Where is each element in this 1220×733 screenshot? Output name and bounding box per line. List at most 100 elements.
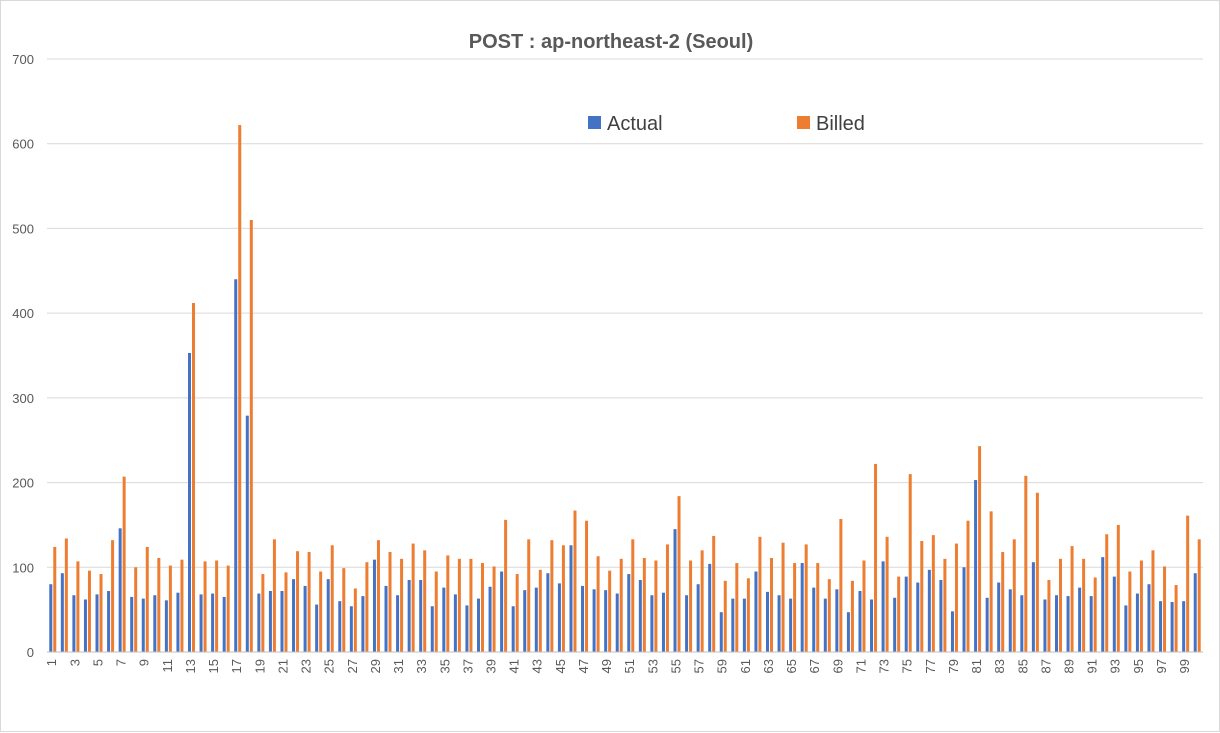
bar-actual-57 [696, 584, 700, 652]
bar-billed-84 [1012, 539, 1016, 652]
bar-actual-17 [234, 279, 238, 652]
bar-billed-28 [365, 562, 369, 652]
bar-billed-30 [388, 552, 392, 652]
bar-actual-24 [315, 604, 319, 652]
bar-billed-76 [920, 541, 924, 652]
bar-billed-6 [111, 540, 115, 652]
legend-item-actual: Actual [588, 113, 663, 135]
bar-actual-81 [974, 480, 978, 652]
bar-billed-55 [677, 496, 681, 652]
bar-actual-67 [812, 587, 816, 652]
bar-actual-91 [1089, 596, 1093, 652]
x-tick-label: 11 [160, 659, 175, 673]
bar-actual-55 [673, 529, 677, 652]
bar-billed-81 [978, 446, 982, 652]
bar-actual-53 [650, 595, 654, 652]
x-tick-label: 85 [1015, 659, 1030, 673]
bar-actual-18 [245, 415, 249, 652]
bar-actual-95 [1135, 593, 1139, 652]
x-tick-label: 79 [946, 659, 961, 673]
bar-billed-86 [1035, 492, 1039, 652]
bar-actual-27 [349, 606, 353, 652]
bar-billed-83 [1001, 552, 1005, 652]
bar-actual-88 [1055, 595, 1058, 652]
bar-actual-33 [419, 579, 423, 652]
x-tick-label: 95 [1131, 659, 1146, 673]
bar-billed-87 [1047, 579, 1051, 652]
bar-actual-11 [164, 600, 168, 652]
bar-actual-70 [846, 612, 850, 652]
bar-actual-97 [1159, 601, 1163, 652]
x-tick-label: 35 [437, 659, 452, 673]
bar-billed-91 [1093, 577, 1097, 652]
bar-billed-71 [862, 560, 866, 652]
bar-actual-19 [257, 593, 261, 652]
bar-actual-83 [997, 582, 1001, 652]
bar-actual-60 [731, 598, 735, 652]
x-tick-label: 97 [1154, 659, 1169, 673]
x-tick-label: 7 [114, 659, 129, 666]
bar-billed-22 [296, 551, 300, 652]
bar-billed-51 [631, 539, 635, 652]
bar-actual-36 [453, 594, 457, 652]
bar-actual-82 [985, 597, 989, 652]
bar-billed-27 [353, 588, 357, 652]
x-tick-label: 15 [206, 659, 221, 673]
x-tick-label: 81 [969, 659, 984, 673]
bar-actual-25 [326, 579, 330, 652]
legend-swatch-billed [797, 116, 810, 129]
bar-billed-23 [307, 552, 311, 652]
bar-billed-99 [1186, 515, 1190, 652]
bar-billed-74 [897, 576, 901, 652]
bar-actual-6 [107, 591, 111, 652]
bar-actual-76 [916, 582, 920, 652]
bar-billed-37 [469, 558, 473, 652]
bar-actual-66 [800, 563, 804, 652]
bar-actual-13 [188, 352, 191, 652]
x-tick-label: 59 [715, 659, 730, 673]
bar-actual-72 [870, 599, 874, 652]
x-tick-label: 83 [992, 659, 1007, 673]
bar-billed-75 [908, 474, 912, 652]
bar-actual-26 [338, 601, 342, 652]
bar-actual-98 [1170, 602, 1174, 652]
y-tick-label: 400 [12, 306, 34, 321]
chart-title: POST : ap-northeast-2 (Seoul) [469, 31, 753, 53]
bar-billed-59 [723, 580, 727, 652]
y-tick-label: 500 [12, 221, 34, 236]
bar-billed-2 [64, 538, 68, 652]
bar-actual-63 [766, 591, 769, 652]
bar-actual-65 [789, 598, 793, 652]
bar-billed-13 [192, 302, 195, 652]
bar-actual-62 [754, 571, 758, 652]
bar-actual-30 [384, 585, 388, 652]
bar-billed-90 [1082, 558, 1086, 652]
bar-billed-92 [1105, 534, 1109, 652]
bar-actual-43 [534, 587, 538, 652]
bar-billed-3 [76, 561, 80, 652]
legend-label-billed: Billed [816, 113, 865, 135]
x-tick-label: 13 [183, 659, 198, 673]
bar-billed-46 [573, 510, 577, 652]
bar-actual-1 [49, 584, 53, 652]
legend-label-actual: Actual [607, 113, 663, 135]
bar-billed-93 [1116, 524, 1120, 652]
bar-billed-17 [238, 125, 242, 652]
bar-actual-41 [511, 606, 515, 652]
bar-billed-95 [1139, 560, 1143, 652]
bar-billed-9 [145, 546, 149, 652]
bar-actual-59 [719, 612, 723, 652]
legend: Actual Billed [588, 113, 865, 135]
bar-billed-40 [504, 519, 508, 652]
bar-billed-45 [561, 545, 565, 652]
y-axis-ticks: 0 100 200 300 400 500 600 700 [12, 52, 34, 660]
x-tick-label: 77 [923, 659, 938, 673]
bar-billed-56 [689, 560, 693, 652]
x-tick-label: 21 [275, 659, 290, 673]
x-tick-label: 67 [807, 659, 822, 673]
bar-billed-80 [966, 520, 970, 652]
legend-swatch-actual [588, 116, 601, 129]
bar-billed-32 [411, 543, 415, 652]
bar-billed-85 [1024, 475, 1028, 652]
